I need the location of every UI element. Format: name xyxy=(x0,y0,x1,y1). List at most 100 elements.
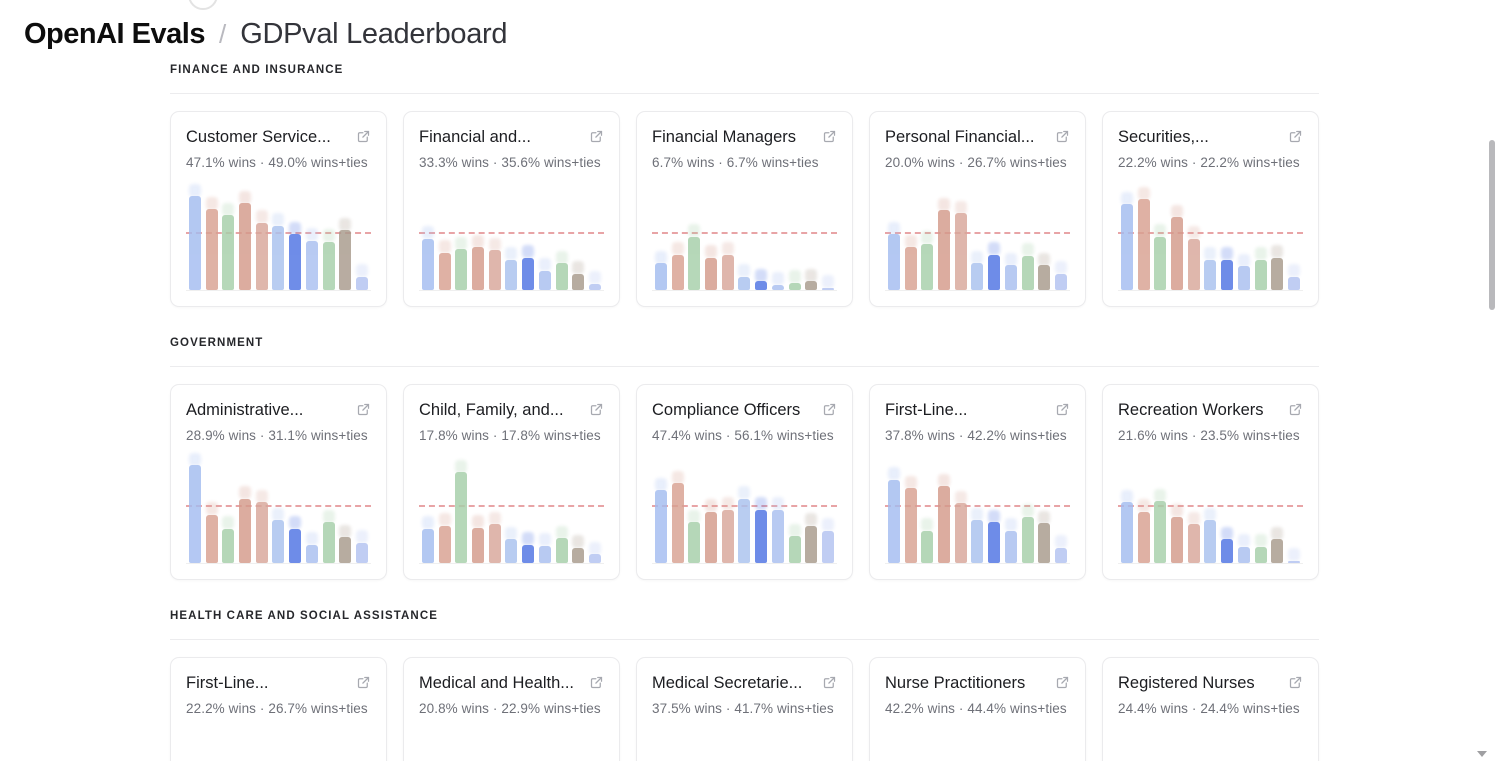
external-link-icon[interactable] xyxy=(822,675,837,690)
occupation-card[interactable]: Securities,... 22.2% wins · 22.2% wins+t… xyxy=(1102,111,1319,307)
model-win-rate-bar xyxy=(522,257,535,290)
win-rate-bar-chart xyxy=(652,456,837,564)
section-divider xyxy=(170,366,1319,367)
occupation-card[interactable]: Compliance Officers 47.4% wins · 56.1% w… xyxy=(636,384,853,580)
model-win-rate-bar xyxy=(538,545,551,563)
occupation-title: Registered Nurses xyxy=(1118,674,1255,692)
model-win-rate-bar xyxy=(1287,277,1300,290)
model-win-rate-bar xyxy=(1121,502,1133,563)
section-divider xyxy=(170,93,1319,94)
model-win-rate-bar xyxy=(305,544,318,563)
model-win-rate-bar xyxy=(555,538,568,563)
occupation-card[interactable]: Recreation Workers 21.6% wins · 23.5% wi… xyxy=(1102,384,1319,580)
external-link-icon[interactable] xyxy=(1288,129,1303,144)
external-link-icon[interactable] xyxy=(1055,129,1070,144)
model-win-rate-bar xyxy=(788,282,801,290)
model-win-rate-bar xyxy=(705,511,718,563)
card-header: Securities,... xyxy=(1118,127,1303,148)
model-win-rate-bar xyxy=(1237,546,1250,563)
win-rate-stats: 20.0% wins · 26.7% wins+ties xyxy=(885,155,1067,170)
occupation-card[interactable]: Nurse Practitioners 42.2% wins · 44.4% w… xyxy=(869,657,1086,761)
breadcrumb-separator: / xyxy=(218,19,227,49)
external-link-icon[interactable] xyxy=(356,675,371,690)
model-win-rate-bar xyxy=(355,277,368,290)
external-link-icon[interactable] xyxy=(1055,675,1070,690)
model-win-rate-bar xyxy=(488,250,501,290)
model-win-rate-bar xyxy=(888,479,900,563)
occupation-card[interactable]: Administrative... 28.9% wins · 31.1% win… xyxy=(170,384,387,580)
model-win-rate-bar xyxy=(1021,255,1034,290)
cards-row: Customer Service... 47.1% wins · 49.0% w… xyxy=(170,111,1319,307)
win-rate-bar-chart xyxy=(419,729,604,761)
occupation-card[interactable]: First-Line... 37.8% wins · 42.2% wins+ti… xyxy=(869,384,1086,580)
model-win-rate-bar xyxy=(1154,500,1167,563)
model-win-rate-bar xyxy=(305,240,318,290)
model-win-rate-bar xyxy=(222,528,235,563)
model-win-rate-bar xyxy=(771,509,784,563)
model-win-rate-bar xyxy=(205,208,218,290)
win-rate-bar-chart xyxy=(652,183,837,291)
win-rate-bar-chart xyxy=(186,456,371,564)
industry-section-label: HEALTH CARE AND SOCIAL ASSISTANCE xyxy=(170,610,439,622)
win-rate-stats: 37.8% wins · 42.2% wins+ties xyxy=(885,428,1067,443)
model-win-rate-bar xyxy=(788,536,801,563)
model-win-rate-bar xyxy=(205,514,218,563)
external-link-icon[interactable] xyxy=(589,402,604,417)
occupation-title: Nurse Practitioners xyxy=(885,674,1026,692)
scroll-down-arrow-icon[interactable] xyxy=(1477,751,1487,757)
external-link-icon[interactable] xyxy=(356,129,371,144)
card-header: Customer Service... xyxy=(186,127,371,148)
card-header: Recreation Workers xyxy=(1118,400,1303,421)
model-win-rate-bar xyxy=(1054,273,1067,290)
model-win-rate-bar xyxy=(1171,517,1184,563)
occupation-title: Financial and... xyxy=(419,128,531,146)
industry-section: GOVERNMENT Administrative... 28.9% wins … xyxy=(170,337,1319,580)
occupation-card[interactable]: Financial Managers 6.7% wins · 6.7% wins… xyxy=(636,111,853,307)
occupation-card[interactable]: Registered Nurses 24.4% wins · 24.4% win… xyxy=(1102,657,1319,761)
occupation-card[interactable]: Financial and... 33.3% wins · 35.6% wins… xyxy=(403,111,620,307)
card-header: Registered Nurses xyxy=(1118,673,1303,694)
occupation-card[interactable]: Child, Family, and... 17.8% wins · 17.8%… xyxy=(403,384,620,580)
win-rate-stats: 20.8% wins · 22.9% wins+ties xyxy=(419,701,601,716)
model-win-rate-bar xyxy=(1254,546,1267,563)
card-header: Administrative... xyxy=(186,400,371,421)
external-link-icon[interactable] xyxy=(822,129,837,144)
model-win-rate-bar xyxy=(655,263,667,290)
external-link-icon[interactable] xyxy=(589,129,604,144)
card-header: Medical and Health... xyxy=(419,673,604,694)
card-header: Financial and... xyxy=(419,127,604,148)
occupation-card[interactable]: Medical Secretarie... 37.5% wins · 41.7%… xyxy=(636,657,853,761)
app-title: OpenAI Evals xyxy=(24,18,205,50)
vertical-scrollbar-thumb[interactable] xyxy=(1489,140,1495,310)
model-win-rate-bar xyxy=(505,539,518,563)
leaderboard-content: FINANCE AND INSURANCE Customer Service..… xyxy=(170,64,1319,761)
occupation-title: Financial Managers xyxy=(652,128,796,146)
occupation-card[interactable]: Personal Financial... 20.0% wins · 26.7%… xyxy=(869,111,1086,307)
model-win-rate-bar xyxy=(954,212,967,290)
parity-threshold-line xyxy=(419,505,604,508)
model-win-rate-bar xyxy=(1204,260,1217,290)
occupation-card[interactable]: Customer Service... 47.1% wins · 49.0% w… xyxy=(170,111,387,307)
model-win-rate-bar xyxy=(189,195,201,290)
model-win-rate-bar xyxy=(921,530,934,563)
occupation-card[interactable]: First-Line... 22.2% wins · 26.7% wins+ti… xyxy=(170,657,387,761)
page-title: GDPval Leaderboard xyxy=(240,18,508,50)
external-link-icon[interactable] xyxy=(1288,675,1303,690)
win-rate-stats: 42.2% wins · 44.4% wins+ties xyxy=(885,701,1067,716)
model-win-rate-bar xyxy=(322,241,335,290)
model-win-rate-bar xyxy=(488,524,501,563)
external-link-icon[interactable] xyxy=(1288,402,1303,417)
win-rate-stats: 21.6% wins · 23.5% wins+ties xyxy=(1118,428,1300,443)
external-link-icon[interactable] xyxy=(356,402,371,417)
external-link-icon[interactable] xyxy=(822,402,837,417)
win-rate-bar-chart xyxy=(885,456,1070,564)
occupation-title: Recreation Workers xyxy=(1118,401,1264,419)
model-win-rate-bar xyxy=(688,236,701,290)
external-link-icon[interactable] xyxy=(1055,402,1070,417)
model-win-rate-bar xyxy=(438,525,451,563)
external-link-icon[interactable] xyxy=(589,675,604,690)
occupation-card[interactable]: Medical and Health... 20.8% wins · 22.9%… xyxy=(403,657,620,761)
model-win-rate-bar xyxy=(239,498,252,563)
model-win-rate-bar xyxy=(671,254,684,290)
model-win-rate-bar xyxy=(272,520,285,563)
